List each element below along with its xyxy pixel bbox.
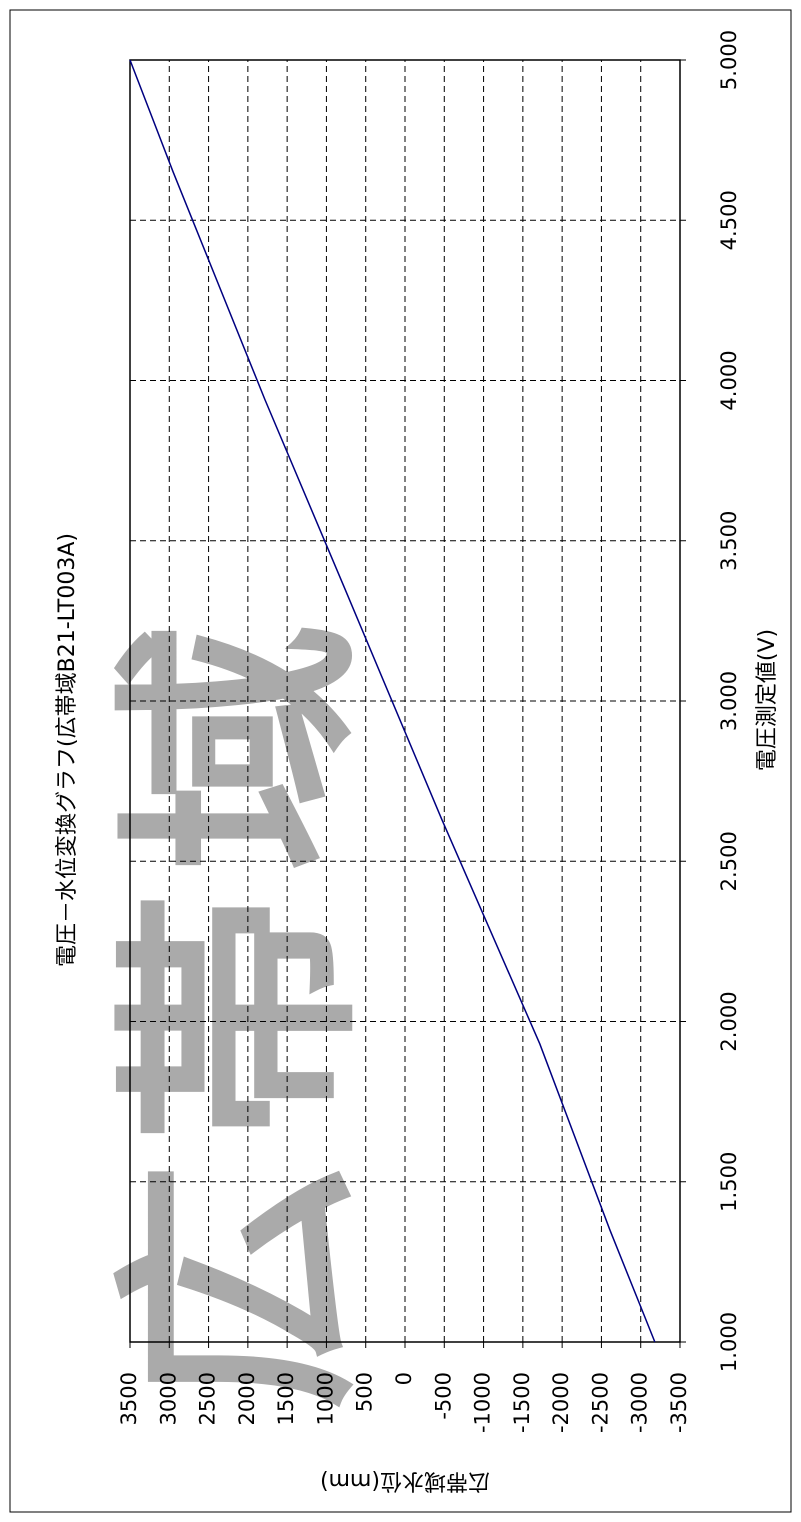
x-tick-label: 2.000 — [717, 991, 741, 1051]
y-tick-label: 3000 — [156, 1372, 180, 1425]
outer-border — [9, 9, 792, 1513]
y-tick-label: -1000 — [471, 1372, 495, 1433]
y-tick-label: 0 — [392, 1372, 416, 1385]
x-tick-label: 4.500 — [717, 190, 741, 250]
x-tick-label: 3.000 — [717, 671, 741, 731]
x-axis-label: 電圧測定値(V) — [755, 629, 780, 771]
x-tick-label: 5.000 — [717, 30, 741, 90]
x-tick-label: 2.500 — [717, 831, 741, 891]
y-axis-label: 広帯域水位(mm) — [320, 1468, 490, 1493]
y-tick-label: 2000 — [235, 1372, 259, 1425]
chart-title: 電圧－水位変換グラフ(広帯域B21-LT003A) — [55, 533, 80, 967]
x-tick-label: 3.500 — [717, 511, 741, 571]
y-tick-label: 3500 — [117, 1372, 141, 1425]
y-tick-label: 1500 — [274, 1372, 298, 1425]
x-tick-label: 1.000 — [717, 1312, 741, 1372]
x-tick-label: 4.000 — [717, 350, 741, 410]
data-line — [129, 59, 656, 1343]
y-tick-label: -2000 — [549, 1372, 573, 1433]
y-tick-label: -500 — [431, 1372, 455, 1420]
watermark: 広帯域 — [96, 602, 387, 1412]
y-tick-label: -3500 — [667, 1372, 691, 1433]
y-tick-label: -2500 — [588, 1372, 612, 1433]
y-tick-label: -3000 — [628, 1372, 652, 1433]
plot-border — [129, 59, 681, 1343]
y-tick-label: 1000 — [313, 1372, 337, 1425]
x-tick-label: 1.500 — [717, 1152, 741, 1212]
chart-body: 電圧－水位変換グラフ(広帯域B21-LT003A) 電圧測定値(V) 広帯域水位… — [55, 30, 780, 1493]
y-tick-label: 2500 — [196, 1372, 220, 1425]
y-tick-label: 500 — [353, 1372, 377, 1412]
y-tick-label: -1500 — [510, 1372, 534, 1433]
